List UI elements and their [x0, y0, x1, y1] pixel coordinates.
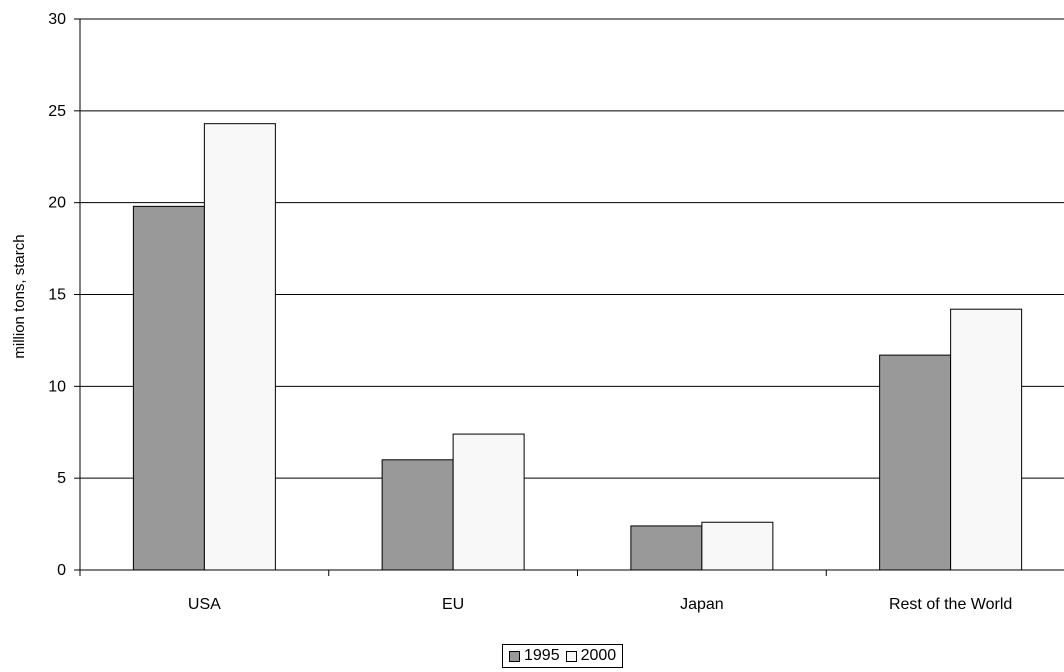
y-tick-label-15: 15 — [48, 287, 66, 304]
y-tick-label-25: 25 — [48, 103, 66, 120]
y-axis-label: million tons, starch — [11, 234, 28, 358]
x-tick-labels: USA EU Japan Rest of the World — [188, 596, 1012, 613]
bar-usa-2000 — [203, 123, 276, 571]
bar-rest-of-the-world-2000 — [950, 308, 1023, 571]
x-tick-label-japan: Japan — [680, 596, 724, 613]
bars — [132, 123, 1023, 571]
x-tick-label-usa: USA — [188, 596, 221, 613]
legend: 1995 2000 — [502, 644, 624, 668]
x-tick-label-eu: EU — [442, 596, 464, 613]
legend-item-2000: 2000 — [565, 647, 617, 665]
legend-swatch-1995 — [509, 650, 520, 662]
legend-label-1995: 1995 — [524, 647, 560, 664]
axes — [74, 18, 1064, 576]
y-tick-label-5: 5 — [57, 470, 66, 487]
legend-swatch-2000 — [565, 650, 577, 662]
bar-japan-2000 — [701, 521, 774, 571]
y-tick-label-10: 10 — [48, 378, 66, 395]
bar-rest-of-the-world-1995 — [879, 354, 952, 571]
y-tick-label-30: 30 — [48, 11, 66, 28]
legend-label-2000: 2000 — [580, 647, 617, 664]
y-tick-label-0: 0 — [57, 562, 66, 579]
y-tick-labels: 0 5 10 15 20 25 30 — [48, 11, 66, 579]
x-tick-label-rest-of-the-world: Rest of the World — [889, 596, 1012, 613]
y-tick-label-20: 20 — [48, 195, 66, 212]
bar-eu-2000 — [452, 433, 525, 571]
bar-eu-1995 — [381, 459, 454, 571]
bar-usa-1995 — [132, 205, 205, 571]
bar-japan-1995 — [630, 525, 703, 571]
legend-item-1995: 1995 — [509, 647, 560, 665]
